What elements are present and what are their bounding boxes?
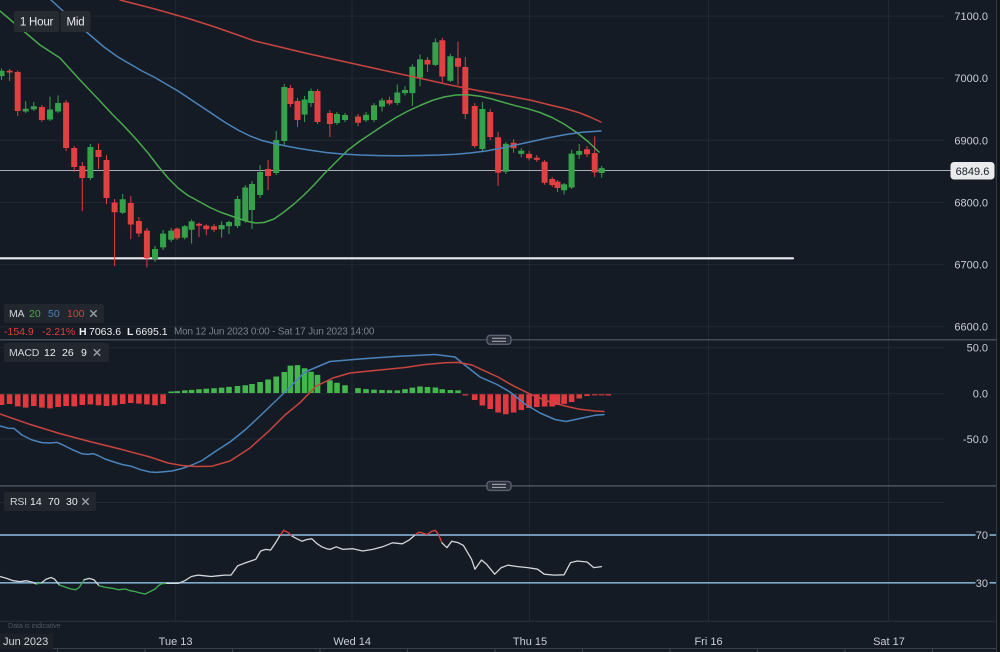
svg-text:H: H — [79, 326, 87, 338]
svg-text:14: 14 — [30, 496, 42, 508]
svg-text:L: L — [127, 326, 134, 338]
svg-text:20: 20 — [29, 308, 41, 320]
svg-text:9: 9 — [81, 347, 87, 359]
svg-text:Sat 17: Sat 17 — [873, 636, 905, 648]
svg-text:0.0: 0.0 — [973, 389, 988, 401]
svg-text:-2.21%: -2.21% — [42, 326, 75, 338]
svg-text:MACD: MACD — [9, 347, 40, 359]
svg-text:RSI: RSI — [10, 496, 27, 508]
svg-text:6900.0: 6900.0 — [954, 135, 988, 147]
svg-text:Thu 15: Thu 15 — [513, 636, 547, 648]
svg-text:100: 100 — [67, 308, 85, 320]
svg-text:6849.6: 6849.6 — [956, 166, 990, 178]
svg-text:-154.9: -154.9 — [4, 326, 34, 338]
svg-text:12: 12 — [44, 347, 56, 359]
svg-text:MA: MA — [9, 308, 25, 320]
svg-text:50: 50 — [48, 308, 60, 320]
svg-text:Jun 2023: Jun 2023 — [3, 636, 48, 648]
svg-text:26: 26 — [62, 347, 74, 359]
svg-text:70: 70 — [48, 496, 60, 508]
svg-text:Fri 16: Fri 16 — [694, 636, 722, 648]
svg-text:-50.0: -50.0 — [963, 434, 988, 446]
svg-text:1 Hour: 1 Hour — [20, 17, 54, 29]
svg-text:Wed 14: Wed 14 — [333, 636, 371, 648]
svg-text:7100.0: 7100.0 — [954, 11, 988, 23]
svg-text:70: 70 — [976, 530, 988, 542]
svg-text:7000.0: 7000.0 — [954, 73, 988, 85]
svg-text:7063.6: 7063.6 — [89, 326, 121, 338]
svg-text:Mon 12 Jun 2023 0:00 - Sat 17: Mon 12 Jun 2023 0:00 - Sat 17 Jun 2023 1… — [174, 327, 375, 338]
svg-text:6695.1: 6695.1 — [136, 326, 168, 338]
svg-text:50.0: 50.0 — [967, 343, 988, 355]
svg-text:Mid: Mid — [67, 17, 85, 29]
svg-text:6700.0: 6700.0 — [954, 260, 988, 272]
svg-text:Data is indicative: Data is indicative — [8, 621, 61, 630]
svg-text:Tue 13: Tue 13 — [159, 636, 193, 648]
svg-text:30: 30 — [976, 578, 988, 590]
svg-text:30: 30 — [66, 496, 78, 508]
svg-text:6600.0: 6600.0 — [954, 322, 988, 334]
svg-text:6800.0: 6800.0 — [954, 198, 988, 210]
